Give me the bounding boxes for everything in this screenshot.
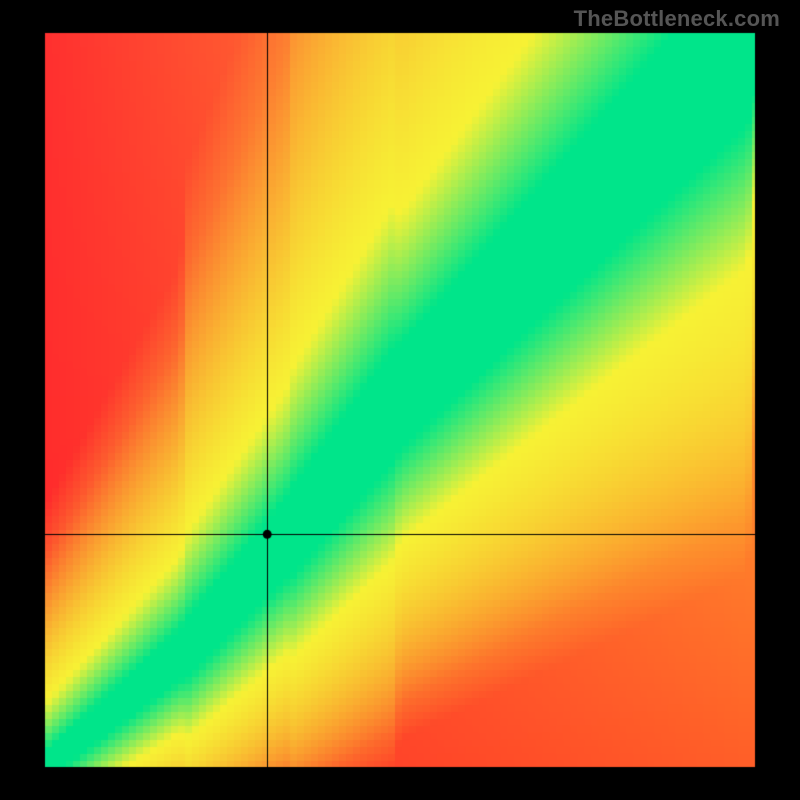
heatmap-canvas <box>0 0 800 800</box>
bottleneck-chart-container: { "watermark": { "text": "TheBottleneck.… <box>0 0 800 800</box>
watermark-text: TheBottleneck.com <box>574 6 780 32</box>
